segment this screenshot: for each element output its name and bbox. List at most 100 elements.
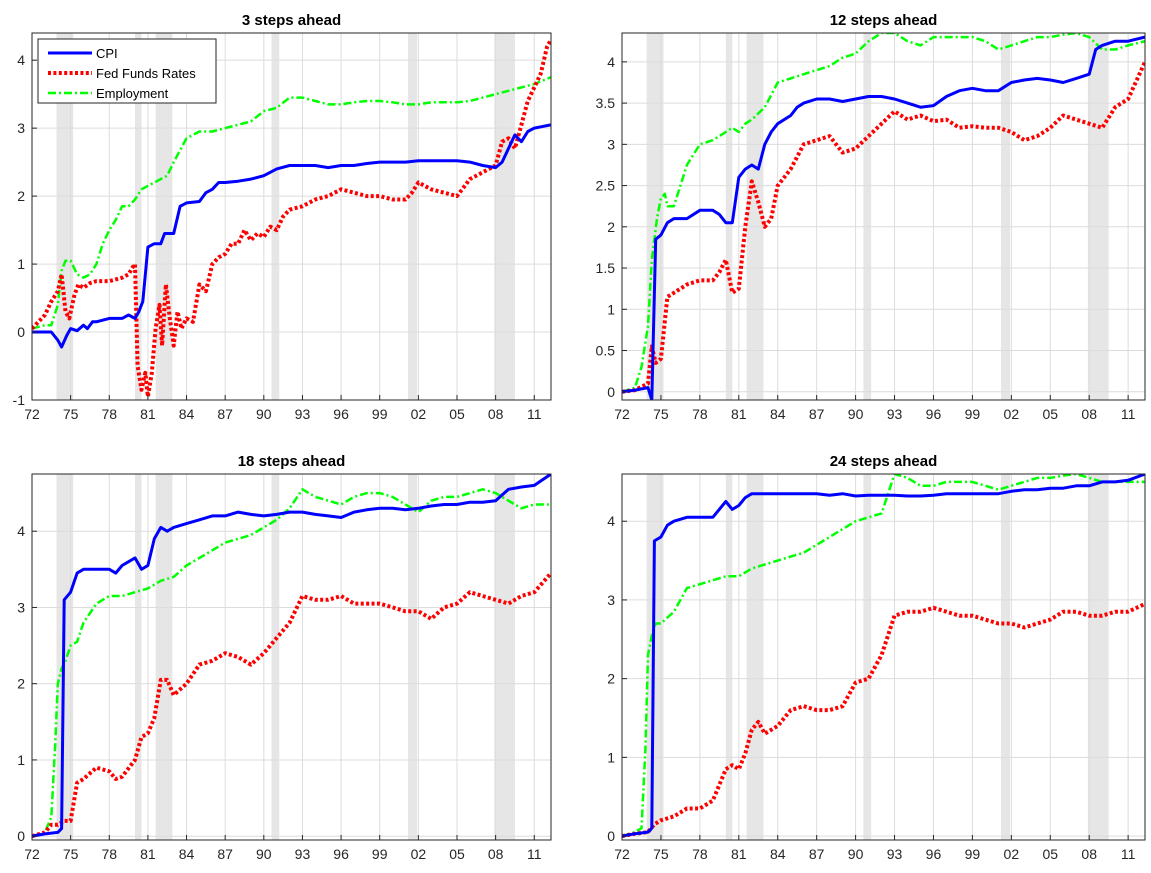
x-tick-label: 78 <box>692 406 708 422</box>
y-tick-label: 2.5 <box>596 178 616 194</box>
x-tick-label: 72 <box>24 846 40 862</box>
x-tick-label: 96 <box>926 846 942 862</box>
recession-band <box>56 33 74 400</box>
x-tick-label: 08 <box>488 406 504 422</box>
chart-title: 3 steps ahead <box>242 12 341 29</box>
series-group <box>32 38 551 399</box>
chart-panel-2: 72 75 78 81 84 87 90 93 96 99 02 05 08 11 0 0.5 1 1.5 2 2.5… <box>596 12 1146 422</box>
x-tick-label: 11 <box>1121 406 1136 422</box>
chart-panel-4: 72 75 78 81 84 87 90 93 96 99 02 05 08 11 0 1 2 3 4 24 step… <box>607 453 1146 862</box>
axes-frame <box>31 32 552 401</box>
y-tick-label: 3 <box>17 599 25 615</box>
x-tick-label: 87 <box>217 846 233 862</box>
recession-band <box>271 474 280 840</box>
legend-label: CPI <box>96 46 118 61</box>
recession-band <box>746 33 764 400</box>
x-tick-label: 99 <box>965 846 981 862</box>
y-tick-label: 2 <box>17 676 25 692</box>
x-tick-label: 72 <box>614 406 630 422</box>
recession-band <box>135 33 142 400</box>
x-tick-label: 08 <box>1081 406 1097 422</box>
recession-band <box>1087 33 1109 400</box>
x-tick-label: 99 <box>965 406 981 422</box>
x-tick-label: 78 <box>101 846 117 862</box>
x-tick-label: 05 <box>1042 406 1058 422</box>
y-tick-label: 1 <box>17 752 25 768</box>
x-tick-label: 81 <box>140 406 156 422</box>
x-tick-label: 90 <box>256 846 272 862</box>
chart-panel-3: 72 75 78 81 84 87 90 93 96 99 02 05 08 11 0 1 2 3 4 18 step… <box>17 453 552 862</box>
series-line-cpi <box>622 474 1145 838</box>
series-line-employment <box>622 474 1145 838</box>
y-tick-label: 4 <box>607 513 615 529</box>
series-line-cpi <box>622 35 1145 400</box>
x-tick-label: 78 <box>101 406 117 422</box>
legend-label: Employment <box>96 86 169 101</box>
y-tick-label: 1 <box>17 256 25 272</box>
y-tick-label: 3.5 <box>596 95 616 111</box>
x-tick-label: 02 <box>1004 846 1020 862</box>
x-tick-label: 05 <box>449 406 465 422</box>
recession-band <box>494 474 515 840</box>
x-tick-label: 84 <box>179 846 195 862</box>
x-tick-label: 75 <box>653 406 669 422</box>
y-tick-label: 2 <box>607 219 615 235</box>
y-tick-label: 0 <box>607 828 615 844</box>
x-tick-label: 93 <box>295 846 311 862</box>
x-tick-label: 96 <box>333 406 349 422</box>
recession-band <box>863 474 872 840</box>
series-line-fed-funds-rates <box>622 602 1145 839</box>
x-tick-label: 99 <box>372 846 388 862</box>
recession-band <box>863 33 872 400</box>
y-tick-label: 0 <box>17 324 25 340</box>
y-tick-label: 4 <box>17 52 25 68</box>
recession-band <box>646 33 664 400</box>
chart-panel-1: 72 75 78 81 84 87 90 93 96 99 02 05 08 11 -1 0 1 2 3 4 3 ste… <box>13 12 552 422</box>
plot-area <box>622 474 1145 840</box>
y-tick-label: 4 <box>17 523 25 539</box>
recession-band <box>155 474 173 840</box>
y-tick-label: 1 <box>607 749 615 765</box>
recession-band <box>408 474 418 840</box>
y-tick-label: 4 <box>607 54 615 70</box>
recession-band <box>1087 474 1109 840</box>
recession-band <box>725 474 733 840</box>
recession-band <box>494 33 515 400</box>
series-line-cpi <box>32 474 551 838</box>
x-tick-label: 84 <box>179 406 195 422</box>
legend: CPI Fed Funds Rates Employment <box>37 38 217 104</box>
x-tick-label: 84 <box>770 846 786 862</box>
x-tick-label: 99 <box>372 406 388 422</box>
series-line-employment <box>32 488 551 838</box>
axes-frame <box>621 473 1146 841</box>
y-tick-label: 2 <box>607 671 615 687</box>
series-line-employment <box>32 76 551 330</box>
series-group <box>622 33 1145 400</box>
x-tick-label: 96 <box>333 846 349 862</box>
y-tick-label: 3 <box>607 592 615 608</box>
x-tick-label: 75 <box>653 846 669 862</box>
y-tick-label: 3 <box>17 120 25 136</box>
x-tick-label: 81 <box>140 846 156 862</box>
y-tick-label: 0.5 <box>596 343 616 359</box>
x-tick-label: 75 <box>63 406 79 422</box>
x-tick-label: 02 <box>1004 406 1020 422</box>
plot-area <box>622 33 1145 400</box>
recession-band <box>746 474 764 840</box>
x-tick-label: 11 <box>527 846 542 862</box>
series-line-fed-funds-rates <box>622 61 1145 394</box>
axes-frame <box>31 473 552 841</box>
y-tick-label: 0 <box>17 828 25 844</box>
x-tick-label: 87 <box>809 406 825 422</box>
x-tick-label: 93 <box>295 406 311 422</box>
x-tick-label: 08 <box>488 846 504 862</box>
chart-title: 12 steps ahead <box>830 12 938 29</box>
series-line-fed-funds-rates <box>32 571 551 839</box>
x-tick-label: 93 <box>887 846 903 862</box>
series-line-cpi <box>32 123 551 349</box>
series-line-employment <box>622 33 1145 393</box>
recession-band <box>646 474 664 840</box>
y-tick-label: 1.5 <box>596 260 616 276</box>
x-tick-label: 87 <box>809 846 825 862</box>
y-tick-label: 0 <box>607 384 615 400</box>
